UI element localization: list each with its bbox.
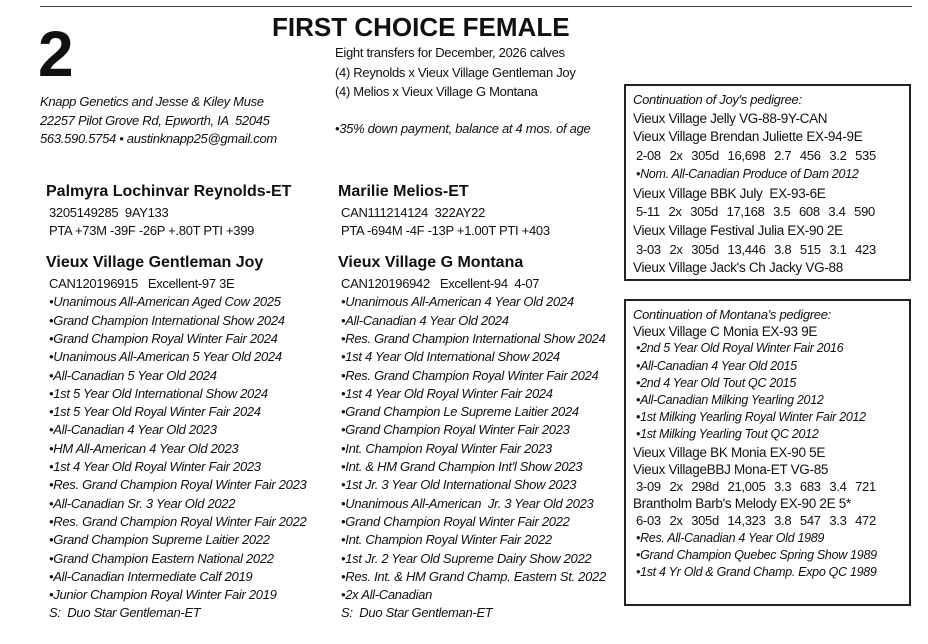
consignor-line: 563.590.5754 • austinknapp25@gmail.com bbox=[40, 131, 277, 146]
record: 3-09 2x 298d 21,005 3.3 683 3.4 721 bbox=[636, 479, 876, 494]
award: •Res. Int. & HM Grand Champ. Eastern St.… bbox=[341, 568, 606, 584]
award: •Res. Grand Champion Royal Winter Fair 2… bbox=[341, 367, 599, 383]
note: •Nom. All-Canadian Produce of Dam 2012 bbox=[636, 166, 859, 181]
consignor-line: Knapp Genetics and Jesse & Kiley Muse bbox=[40, 94, 264, 109]
award: •Int. & HM Grand Champion Int'l Show 202… bbox=[341, 459, 583, 474]
record: 2-08 2x 305d 16,698 2.7 456 3.2 535 bbox=[636, 148, 876, 164]
registration: CAN120196942 Excellent-94 4-07 bbox=[341, 276, 540, 291]
ancestor: Vieux Village Festival Julia EX-90 2E bbox=[633, 222, 843, 238]
note: •2nd 4 Year Old Tout QC 2015 bbox=[636, 375, 796, 390]
note: •Grand Champion Quebec Spring Show 1989 bbox=[636, 547, 877, 562]
title: FIRST CHOICE FEMALE bbox=[272, 12, 570, 42]
ancestor: Brantholm Barb's Melody EX-90 2E 5* bbox=[633, 496, 851, 512]
consignor-line: 22257 Pilot Grove Rd, Epworth, IA 52045 bbox=[40, 112, 270, 128]
ancestor: Vieux Village Jack's Ch Jacky VG-88 bbox=[633, 260, 843, 276]
award: •Res. Grand Champion Royal Winter Fair 2… bbox=[49, 513, 307, 529]
award: •All-Canadian Sr. 3 Year Old 2022 bbox=[49, 495, 236, 511]
ancestor: Vieux VillageBBJ Mona-ET VG-85 bbox=[633, 461, 829, 477]
award: •Unanimous All-American Aged Cow 2025 bbox=[49, 294, 281, 310]
award: •1st 4 Year Old Royal Winter Fair 2023 bbox=[49, 459, 261, 474]
dam-name: Vieux Village G Montana bbox=[338, 254, 524, 271]
ancestor: Vieux Village C Monia EX-93 9E bbox=[633, 324, 818, 340]
award: •Int. Champion Royal Winter Fair 2022 bbox=[341, 532, 552, 548]
award: •Res. Grand Champion Royal Winter Fair 2… bbox=[49, 477, 307, 493]
registration: 3205149285 9AY133 bbox=[49, 205, 169, 220]
award: •All-Canadian 5 Year Old 2024 bbox=[49, 367, 217, 383]
box-heading: Continuation of Montana's pedigree: bbox=[633, 307, 831, 322]
pedigree-box bbox=[624, 299, 911, 606]
record: 5-11 2x 305d 17,168 3.5 608 3.4 590 bbox=[636, 204, 875, 220]
award: •Unanimous All-American 4 Year Old 2024 bbox=[341, 294, 574, 310]
award: •All-Canadian 4 Year Old 2024 bbox=[341, 312, 509, 328]
record: 3-03 2x 305d 13,446 3.8 515 3.1 423 bbox=[636, 241, 876, 257]
award: •1st 4 Year Old Royal Winter Fair 2024 bbox=[341, 385, 553, 401]
ancestor: Vieux Village BK Monia EX-90 5E bbox=[633, 444, 826, 460]
award: •Grand Champion Eastern National 2022 bbox=[49, 550, 274, 566]
note: •All-Canadian Milking Yearling 2012 bbox=[636, 393, 824, 407]
award: •1st 5 Year Old International Show 2024 bbox=[49, 385, 268, 401]
offer-line: (4) Reynolds x Vieux Village Gentleman J… bbox=[335, 64, 576, 80]
award: •Grand Champion International Show 2024 bbox=[49, 312, 285, 328]
dam-sire: S: Duo Star Gentleman-ET bbox=[49, 605, 201, 621]
award: •All-Canadian 4 Year Old 2023 bbox=[49, 422, 217, 438]
note: •2nd 5 Year Old Royal Winter Fair 2016 bbox=[636, 341, 844, 356]
lot-number: 2 bbox=[38, 18, 74, 90]
award: •Grand Champion Royal Winter Fair 2022 bbox=[341, 513, 570, 529]
top-rule bbox=[40, 6, 912, 7]
record: 6-03 2x 305d 14,323 3.8 547 3.3 472 bbox=[636, 513, 876, 529]
note: •Res. All-Canadian 4 Year Old 1989 bbox=[636, 530, 825, 545]
ancestor: Vieux Village Brendan Juliette EX-94-9E bbox=[633, 129, 863, 145]
proof: PTA +73M -39F -26P +.80T PTI +399 bbox=[49, 223, 255, 238]
registration: CAN120196915 Excellent-97 3E bbox=[49, 276, 235, 291]
award: •Int. Champion Royal Winter Fair 2023 bbox=[341, 440, 552, 456]
award: •HM All-American 4 Year Old 2023 bbox=[49, 440, 239, 456]
award: •Grand Champion Le Supreme Laitier 2024 bbox=[341, 404, 579, 420]
proof: PTA -694M -4F -13P +1.00T PTI +403 bbox=[341, 223, 550, 238]
award: •1st 4 Year Old International Show 2024 bbox=[341, 349, 560, 365]
note: •1st 4 Yr Old & Grand Champ. Expo QC 198… bbox=[636, 565, 877, 579]
ancestor: Vieux Village BBK July EX-93-6E bbox=[633, 185, 826, 201]
sire-name: Palmyra Lochinvar Reynolds-ET bbox=[46, 183, 292, 200]
note: •1st Milking Yearling Tout QC 2012 bbox=[636, 427, 819, 442]
award: •Grand Champion Royal Winter Fair 2024 bbox=[49, 330, 278, 346]
sire-name: Marilie Melios-ET bbox=[338, 183, 469, 200]
award: •Unanimous All-American 5 Year Old 2024 bbox=[49, 349, 282, 365]
award: •1st Jr. 3 Year Old International Show 2… bbox=[341, 477, 577, 493]
award: •Grand Champion Royal Winter Fair 2023 bbox=[341, 422, 570, 438]
dam-name: Vieux Village Gentleman Joy bbox=[46, 254, 264, 271]
terms: •35% down payment, balance at 4 mos. of … bbox=[335, 121, 591, 136]
award: •1st 5 Year Old Royal Winter Fair 2024 bbox=[49, 404, 261, 420]
pedigree-box bbox=[624, 84, 911, 281]
note: •All-Canadian 4 Year Old 2015 bbox=[636, 358, 797, 373]
award: •Junior Champion Royal Winter Fair 2019 bbox=[49, 587, 277, 603]
award: •Unanimous All-American Jr. 3 Year Old 2… bbox=[341, 495, 594, 511]
offer-line: Eight transfers for December, 2026 calve… bbox=[335, 45, 565, 60]
award: •All-Canadian Intermediate Calf 2019 bbox=[49, 568, 253, 584]
dam-sire: S: Duo Star Gentleman-ET bbox=[341, 605, 493, 621]
award: •2x All-Canadian bbox=[341, 587, 433, 603]
award: •1st Jr. 2 Year Old Supreme Dairy Show 2… bbox=[341, 550, 592, 566]
award: •Res. Grand Champion International Show … bbox=[341, 330, 606, 346]
note: •1st Milking Yearling Royal Winter Fair … bbox=[636, 410, 866, 425]
offer-line: (4) Melios x Vieux Village G Montana bbox=[335, 84, 538, 99]
box-heading: Continuation of Joy's pedigree: bbox=[633, 92, 802, 107]
award: •Grand Champion Supreme Laitier 2022 bbox=[49, 532, 270, 548]
registration: CAN111214124 322AY22 bbox=[341, 205, 486, 220]
ancestor: Vieux Village Jelly VG-88-9Y-CAN bbox=[633, 110, 828, 126]
